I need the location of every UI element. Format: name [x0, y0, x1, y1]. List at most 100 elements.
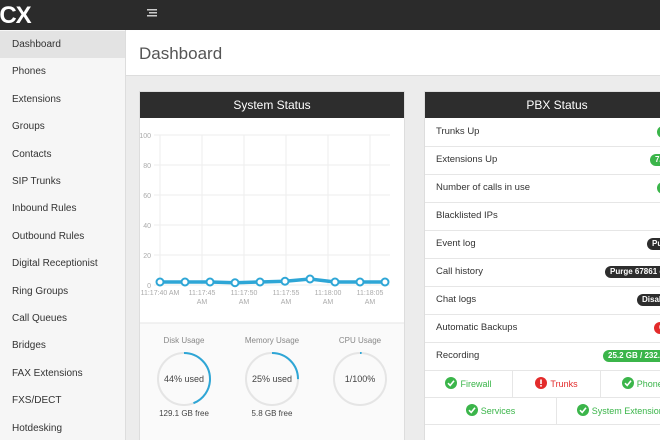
- x-tick-label: 11:17:45 AM: [189, 290, 216, 306]
- x-tick-label: 11:18:05 AM: [357, 290, 384, 306]
- gauge-label: CPU Usage: [339, 336, 382, 345]
- badge[interactable]: 0/4: [657, 182, 660, 194]
- nav-item[interactable]: Extensions: [12, 93, 61, 105]
- y-tick-label: 40: [143, 223, 151, 230]
- badge[interactable]: Purge: [647, 238, 660, 250]
- icon-check: [447, 380, 456, 387]
- nav-item[interactable]: Outbound Rules: [12, 230, 85, 242]
- gauge-arc: [157, 352, 211, 406]
- service-cell: Phones: [601, 371, 660, 398]
- x-tick-label: 11:18:00 AM: [315, 290, 342, 306]
- gauge-note: 5.8 GB free: [252, 409, 293, 418]
- y-tick-label: 20: [143, 253, 151, 260]
- badge[interactable]: 1/1: [657, 126, 660, 138]
- service-cell: Firewall: [425, 371, 513, 398]
- nav-item[interactable]: Ring Groups: [12, 285, 69, 297]
- x-tick-label: 11:17:55 AM: [273, 290, 300, 306]
- nav-item[interactable]: Hotdesking: [12, 422, 63, 434]
- row-label: Blacklisted IPs: [436, 210, 498, 221]
- data-point: [355, 277, 365, 287]
- gauge-arc: [333, 352, 387, 406]
- logo[interactable]: 3CX: [0, 2, 32, 29]
- row-label: Trunks Up: [436, 126, 480, 137]
- status-row: Event log Purge: [425, 230, 660, 259]
- status-icon: [576, 404, 589, 416]
- cpu-line: [160, 277, 385, 285]
- status-row: Number of calls in use 0/4: [425, 174, 660, 203]
- panel-title: System Status: [140, 92, 404, 118]
- row-label: Extensions Up: [436, 154, 498, 165]
- data-point: [205, 277, 215, 287]
- y-tick-label: 80: [143, 163, 151, 170]
- badge[interactable]: 25.2 GB / 232.0 GB: [603, 350, 660, 362]
- service-label: Services: [480, 406, 516, 416]
- y-tick-label: 100: [140, 133, 151, 140]
- badge[interactable]: Disabled: [637, 294, 660, 306]
- nav-item[interactable]: Call Queues: [12, 313, 68, 324]
- y-tick-label: 0: [147, 283, 151, 290]
- service-label: System Extensions: [591, 406, 660, 416]
- nav-item[interactable]: Bridges: [12, 340, 46, 352]
- service-label: Phones: [636, 379, 660, 389]
- service-cell: Services: [425, 398, 557, 425]
- status-icon: [535, 377, 548, 389]
- service-label: Firewall: [460, 379, 492, 389]
- top-bar: 3CX: [0, 0, 660, 30]
- panel-title: PBX Status: [425, 92, 660, 118]
- data-point: [280, 276, 290, 286]
- data-point: [305, 274, 315, 284]
- gauge-label: Disk Usage: [164, 336, 205, 345]
- menu-icon[interactable]: [146, 7, 158, 19]
- icon-bg: [465, 404, 478, 416]
- row-label: Number of calls in use: [436, 182, 530, 193]
- service-label: Trunks: [550, 379, 578, 389]
- status-icon: [445, 377, 458, 389]
- icon-dot: [540, 385, 543, 387]
- badge[interactable]: Purge 67861 calls: [605, 266, 660, 278]
- nav-item[interactable]: Dashboard: [0, 31, 125, 58]
- icon-bg: [621, 377, 634, 389]
- icon-check: [468, 407, 476, 414]
- nav-item[interactable]: FAX Extensions: [12, 367, 83, 379]
- gauge-arc: [245, 352, 299, 406]
- data-point: [330, 277, 340, 287]
- nav-item[interactable]: Phones: [12, 66, 46, 78]
- row-label: Call history: [436, 266, 483, 277]
- nav-item[interactable]: Inbound Rules: [12, 203, 77, 215]
- gauge-value: 44% used: [164, 374, 204, 384]
- gauge-value: 25% used: [252, 374, 292, 384]
- row-label: Event log: [436, 238, 476, 249]
- system-chart: 0 20 40 60 80 100 11:17:40 AM 11:17:45 AM 11:17:5…: [140, 133, 404, 440]
- x-tick-label: 11:17:40 AM: [141, 290, 180, 297]
- status-row: Call history Purge 67861 calls: [425, 258, 660, 287]
- icon-bang: [540, 379, 543, 384]
- badge[interactable]: 7/10: [650, 154, 660, 166]
- data-point: [380, 277, 390, 287]
- data-point: [230, 278, 240, 288]
- nav-item[interactable]: Contacts: [12, 148, 52, 160]
- status-row: Blacklisted IPs: [425, 202, 660, 231]
- system-status-panel: System Status 0 20 40 60 80 100 11:17:40 AM 11:…: [139, 91, 405, 440]
- row-label: Recording: [436, 350, 480, 361]
- icon-check: [579, 407, 587, 414]
- nav-item[interactable]: Groups: [12, 121, 45, 133]
- nav-item[interactable]: FXS/DECT: [12, 395, 62, 407]
- gauge-label: Memory Usage: [245, 336, 300, 345]
- status-row: Automatic Backups Off: [425, 314, 660, 343]
- status-row: Extensions Up 7/10: [425, 146, 660, 175]
- service-cell: Trunks: [513, 371, 601, 398]
- data-point: [155, 277, 165, 287]
- x-tick-label: 11:17:50 AM: [231, 290, 258, 306]
- badge[interactable]: Off: [654, 322, 660, 334]
- gauge-value: 1/100%: [345, 374, 376, 384]
- status-icon: [465, 404, 478, 416]
- page-title: Dashboard: [139, 44, 223, 63]
- data-point: [180, 277, 190, 287]
- sidebar: Dashboard Phones Extensions Groups Contacts S…: [0, 30, 126, 440]
- data-point: [255, 277, 265, 287]
- y-tick-label: 60: [143, 193, 151, 200]
- nav-item[interactable]: Digital Receptionist: [12, 258, 98, 270]
- status-row: Recording 25.2 GB / 232.0 GB: [425, 342, 660, 371]
- nav-item[interactable]: SIP Trunks: [12, 176, 61, 187]
